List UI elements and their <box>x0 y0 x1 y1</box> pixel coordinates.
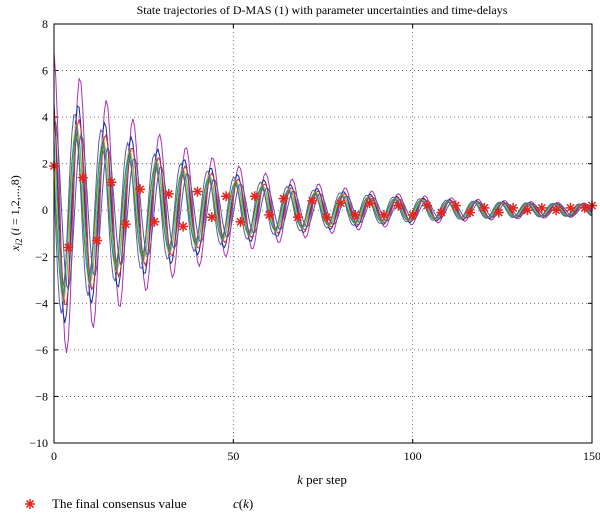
legend-label: The final consensus value <box>52 496 187 511</box>
consensus-marker <box>479 202 490 213</box>
consensus-marker <box>536 202 547 213</box>
y-tick-label: −4 <box>35 296 48 310</box>
series-layer <box>53 52 593 353</box>
consensus-marker <box>264 209 275 220</box>
plot-area <box>54 24 592 443</box>
x-tick-label: 150 <box>583 449 600 463</box>
consensus-marker <box>551 205 562 216</box>
series-line-2 <box>53 102 593 324</box>
consensus-marker <box>221 191 232 202</box>
consensus-marker <box>522 205 533 216</box>
consensus-marker <box>335 198 346 209</box>
consensus-marker <box>120 219 131 230</box>
consensus-marker <box>77 172 88 183</box>
x-tick-label: 50 <box>227 449 239 463</box>
consensus-marker <box>292 212 303 223</box>
y-tick-label: 2 <box>42 157 48 171</box>
y-tick-label: 8 <box>42 17 48 31</box>
consensus-marker <box>407 209 418 220</box>
legend-marker-icon <box>25 499 35 509</box>
chart-title: State trajectories of D-MAS (1) with par… <box>137 3 508 17</box>
consensus-marker <box>178 221 189 232</box>
y-axis-ticks: 8 6 4 2 0 −2 −4 −6 −8 −10 <box>29 17 592 450</box>
consensus-marker <box>192 186 203 197</box>
consensus-marker <box>278 193 289 204</box>
consensus-marker <box>149 216 160 227</box>
x-axis-label: k per step <box>297 472 347 487</box>
consensus-marker <box>508 202 519 213</box>
consensus-marker <box>436 207 447 218</box>
consensus-marker <box>493 207 504 218</box>
y-tick-label: 6 <box>42 64 48 78</box>
consensus-marker <box>579 202 590 213</box>
y-tick-label: 4 <box>42 110 48 124</box>
consensus-marker <box>307 195 318 206</box>
legend: The final consensus value c(k) <box>25 496 253 511</box>
consensus-marker <box>350 209 361 220</box>
consensus-marker <box>465 207 476 218</box>
y-tick-label: −6 <box>35 343 48 357</box>
consensus-marker <box>321 212 332 223</box>
consensus-marker <box>63 242 74 253</box>
series-line-5 <box>53 124 593 303</box>
series-line-8 <box>53 120 593 292</box>
consensus-marker <box>378 209 389 220</box>
x-axis-ticks: 0 50 100 150 <box>51 24 600 463</box>
legend-symbol: c(k) <box>233 496 253 511</box>
consensus-marker <box>364 198 375 209</box>
y-tick-label: −8 <box>35 389 48 403</box>
consensus-marker <box>206 212 217 223</box>
consensus-marker <box>393 200 404 211</box>
plot-background <box>54 24 592 443</box>
consensus-marker <box>135 184 146 195</box>
y-axis-label: xi2 (i = 1,2,...,8) <box>8 175 24 251</box>
consensus-marker <box>450 200 461 211</box>
legend-star-icon <box>25 499 35 509</box>
y-tick-label: −2 <box>35 250 48 264</box>
consensus-marker <box>106 177 117 188</box>
series-line-7 <box>53 113 593 314</box>
consensus-marker <box>249 191 260 202</box>
y-tick-label: −10 <box>29 436 48 450</box>
x-tick-label: 100 <box>404 449 422 463</box>
consensus-marker <box>163 188 174 199</box>
consensus-marker <box>422 200 433 211</box>
y-tick-label: 0 <box>42 203 48 217</box>
consensus-marker <box>235 216 246 227</box>
consensus-marker <box>92 235 103 246</box>
x-tick-label: 0 <box>51 449 57 463</box>
consensus-marker <box>565 202 576 213</box>
plot-frame <box>53 23 593 444</box>
